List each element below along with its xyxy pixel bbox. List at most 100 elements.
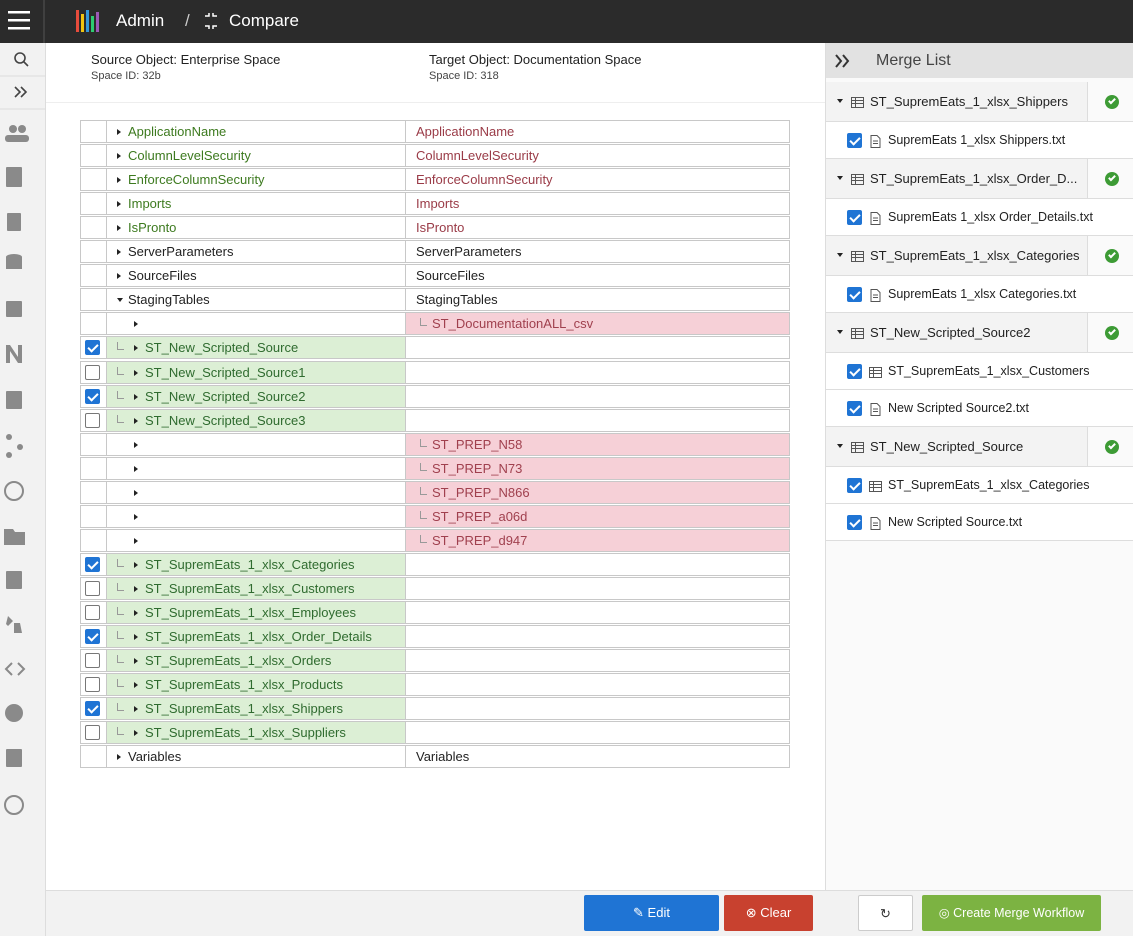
expand-arrow[interactable] — [117, 754, 121, 761]
expand-arrow[interactable] — [134, 489, 138, 496]
checkbox[interactable] — [85, 580, 100, 596]
checkbox[interactable] — [847, 478, 862, 493]
checkbox[interactable] — [847, 401, 862, 416]
compare-row[interactable]: ST_SupremEats_1_xlsx_Shippers — [80, 697, 790, 721]
compare-row[interactable]: ST_New_Scripted_Source — [80, 336, 790, 360]
menu-icon[interactable] — [8, 11, 30, 30]
compare-row[interactable]: ServerParameters ServerParameters — [80, 240, 790, 264]
checkbox[interactable] — [847, 364, 862, 379]
expand-arrow[interactable] — [134, 561, 138, 568]
compare-row[interactable]: ST_PREP_d947 — [80, 528, 790, 552]
merge-group[interactable]: ST_SupremEats_1_xlsx_Categories — [826, 236, 1133, 276]
checkbox[interactable] — [85, 629, 100, 645]
checkbox[interactable] — [85, 340, 100, 356]
compare-row[interactable]: ST_SupremEats_1_xlsx_Categories — [80, 552, 790, 576]
compare-row[interactable]: ST_PREP_N58 — [80, 432, 790, 456]
collapse-arrow[interactable] — [837, 176, 843, 180]
collapse-arrow[interactable] — [837, 444, 843, 448]
compare-row[interactable]: ST_SupremEats_1_xlsx_Customers — [80, 576, 790, 600]
compare-row[interactable]: ST_New_Scripted_Source3 — [80, 408, 790, 432]
collapse-arrow[interactable] — [837, 330, 843, 334]
compare-row[interactable]: ST_PREP_N73 — [80, 456, 790, 480]
create-workflow-button[interactable]: ◎ Create Merge Workflow — [922, 895, 1101, 931]
collapse-arrow[interactable] — [837, 253, 843, 257]
compare-row[interactable]: EnforceColumnSecurity EnforceColumnSecuri… — [80, 168, 790, 192]
merge-group[interactable]: ST_New_Scripted_Source2 — [826, 313, 1133, 353]
expand-arrow[interactable] — [134, 345, 138, 352]
page-title[interactable]: Compare — [229, 11, 299, 30]
compare-row[interactable]: ST_SupremEats_1_xlsx_Order_Details — [80, 625, 790, 649]
compare-row[interactable]: ST_PREP_N866 — [80, 480, 790, 504]
compare-row[interactable]: ST_SupremEats_1_xlsx_Products — [80, 673, 790, 697]
nav-icons[interactable] — [4, 125, 29, 815]
expand-arrow[interactable] — [134, 658, 138, 665]
checkbox[interactable] — [85, 605, 100, 620]
edit-button[interactable]: ✎ Edit — [584, 895, 719, 931]
expand-arrow[interactable] — [134, 537, 138, 544]
checkbox[interactable] — [847, 287, 862, 302]
refresh-button[interactable]: ↻ — [858, 895, 913, 931]
expand-arrow[interactable] — [134, 706, 138, 713]
collapse-arrow[interactable] — [837, 99, 843, 103]
expand-arrow[interactable] — [134, 393, 138, 400]
checkbox[interactable] — [85, 388, 100, 404]
expand-arrow[interactable] — [134, 321, 138, 328]
compare-row[interactable]: Imports Imports — [80, 192, 790, 216]
merge-item[interactable]: ST_SupremEats_1_xlsx_Customers — [826, 353, 1133, 390]
merge-group[interactable]: ST_New_Scripted_Source — [826, 427, 1133, 467]
merge-group[interactable]: ST_SupremEats_1_xlsx_Order_D... — [826, 159, 1133, 199]
checkbox[interactable] — [85, 701, 100, 717]
compare-row[interactable]: ST_PREP_a06d — [80, 504, 790, 528]
checkbox[interactable] — [85, 364, 100, 380]
expand-arrow[interactable] — [117, 273, 121, 280]
compare-row[interactable]: ST_SupremEats_1_xlsx_Orders — [80, 649, 790, 673]
expand-arrow[interactable] — [134, 730, 138, 737]
merge-item[interactable]: SupremEats 1_xlsx Categories.txt — [826, 276, 1133, 313]
merge-item[interactable]: SupremEats 1_xlsx Shippers.txt — [826, 122, 1133, 159]
expand-arrow[interactable] — [117, 153, 121, 160]
checkbox[interactable] — [85, 412, 100, 428]
compare-row[interactable]: ColumnLevelSecurity ColumnLevelSecurity — [80, 144, 790, 168]
checkbox[interactable] — [847, 515, 862, 530]
collapse-icon[interactable] — [834, 53, 854, 69]
compare-row[interactable]: ST_SupremEats_1_xlsx_Suppliers — [80, 721, 790, 745]
compare-row[interactable]: IsPronto IsPronto — [80, 216, 790, 240]
merge-item[interactable]: SupremEats 1_xlsx Order_Details.txt — [826, 199, 1133, 236]
expand-arrow[interactable] — [117, 249, 121, 256]
expand-arrow[interactable] — [134, 441, 138, 448]
expand-arrow[interactable] — [134, 513, 138, 520]
expand-arrow[interactable] — [117, 298, 123, 303]
compare-row[interactable]: Variables Variables — [80, 745, 790, 769]
expand-arrow[interactable] — [134, 465, 138, 472]
merge-item[interactable]: New Scripted Source2.txt — [826, 390, 1133, 427]
compare-row[interactable]: ST_New_Scripted_Source2 — [80, 384, 790, 408]
compare-row[interactable]: StagingTables StagingTables — [80, 288, 790, 312]
expand-arrow[interactable] — [134, 634, 138, 641]
checkbox[interactable] — [85, 725, 100, 741]
compare-row[interactable]: ST_DocumentationALL_csv — [80, 312, 790, 336]
group-name: ST_New_Scripted_Source2 — [870, 325, 1031, 340]
expand-arrow[interactable] — [134, 585, 138, 592]
expand-arrow[interactable] — [117, 129, 121, 135]
merge-group[interactable]: ST_SupremEats_1_xlsx_Shippers — [826, 82, 1133, 122]
expand-arrow[interactable] — [117, 177, 121, 184]
expand-arrow[interactable] — [134, 682, 138, 689]
merge-item[interactable]: ST_SupremEats_1_xlsx_Categories — [826, 467, 1133, 504]
checkbox[interactable] — [847, 210, 862, 225]
merge-item[interactable]: New Scripted Source.txt — [826, 504, 1133, 541]
expand-arrow[interactable] — [134, 369, 138, 376]
compare-row[interactable]: ST_New_Scripted_Source1 — [80, 360, 790, 384]
checkbox[interactable] — [85, 556, 100, 572]
checkbox[interactable] — [85, 653, 100, 669]
compare-row[interactable]: SourceFiles SourceFiles — [80, 264, 790, 288]
expand-arrow[interactable] — [134, 417, 138, 424]
expand-arrow[interactable] — [134, 610, 138, 616]
checkbox[interactable] — [847, 133, 862, 148]
compare-row[interactable]: ApplicationName ApplicationName — [80, 120, 790, 143]
expand-arrow[interactable] — [117, 201, 121, 208]
checkbox[interactable] — [85, 677, 100, 693]
app-name[interactable]: Admin — [116, 11, 165, 30]
expand-arrow[interactable] — [117, 225, 121, 232]
clear-button[interactable]: ⊗ Clear — [724, 895, 813, 931]
compare-row[interactable]: ST_SupremEats_1_xlsx_Employees — [80, 601, 790, 624]
